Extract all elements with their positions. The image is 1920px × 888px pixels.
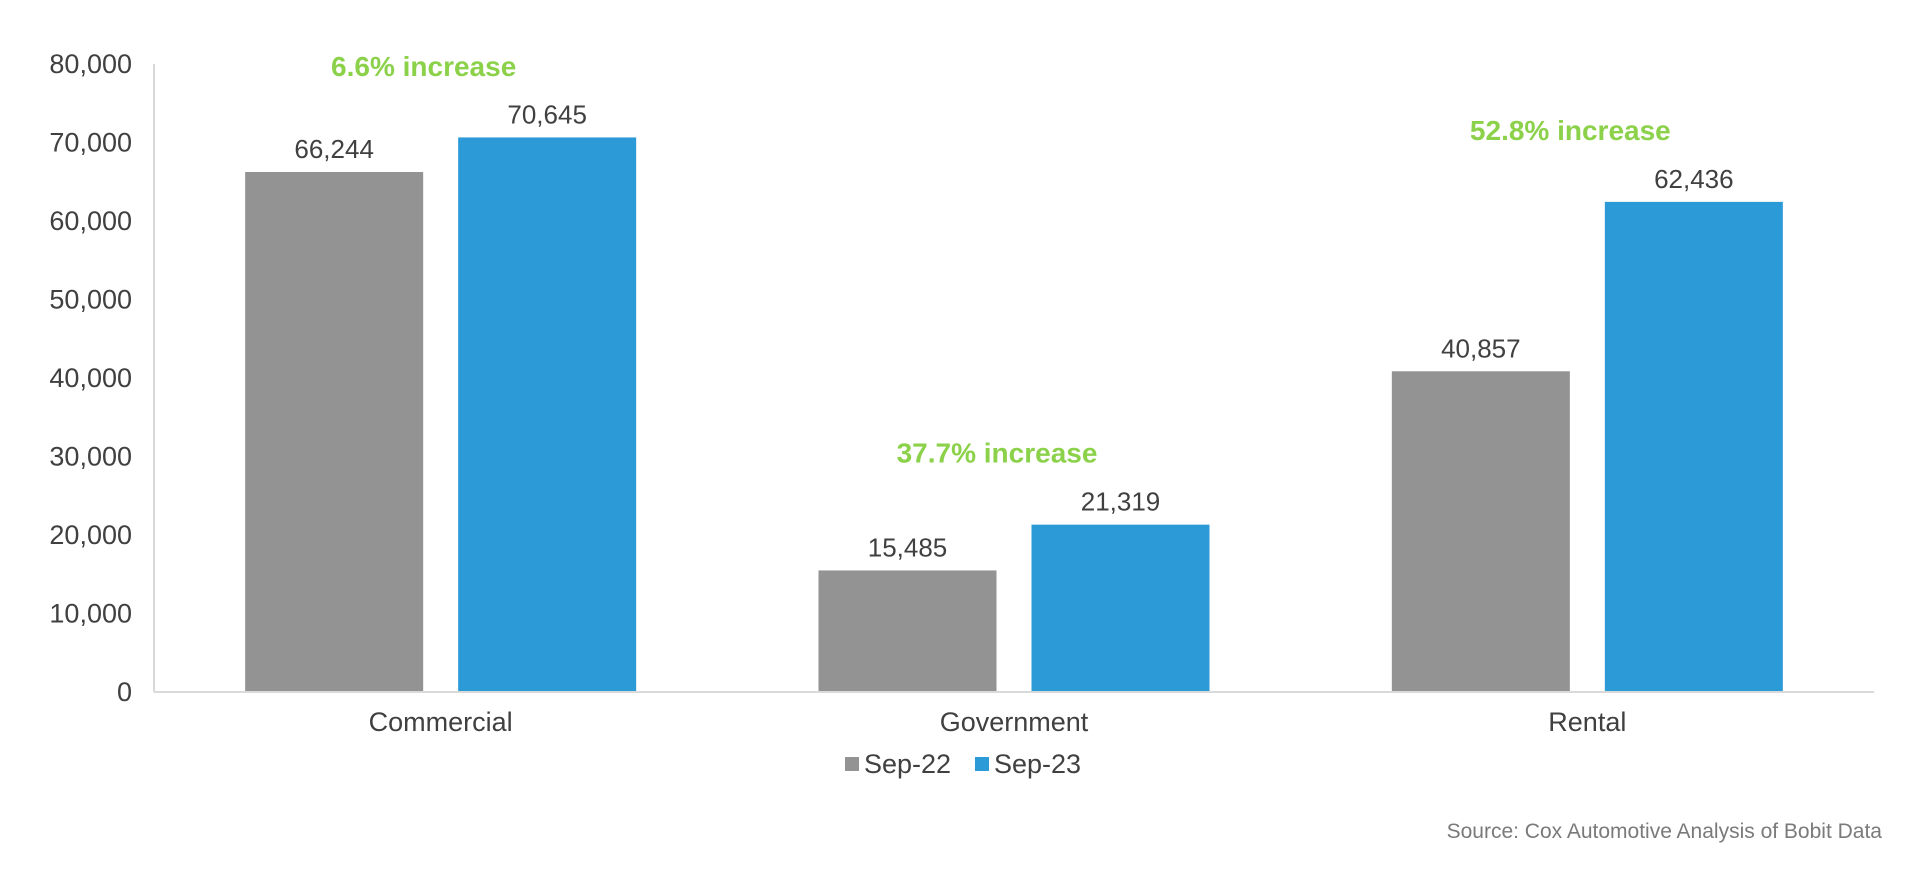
y-tick-label: 50,000: [49, 285, 132, 315]
y-tick-label: 60,000: [49, 206, 132, 236]
bar-sep-22-rental: [1391, 371, 1570, 692]
legend-swatch-sep-22: [845, 757, 859, 771]
increase-annotation: 37.7% increase: [897, 438, 1098, 469]
data-label: 70,645: [507, 99, 587, 129]
source-note: Source: Cox Automotive Analysis of Bobit…: [1447, 820, 1883, 843]
data-label: 62,436: [1654, 164, 1734, 194]
bar-sep-23-commercial: [458, 137, 637, 692]
bars: [245, 137, 1783, 693]
bar-sep-22-government: [818, 570, 997, 692]
data-label: 40,857: [1441, 333, 1521, 363]
y-tick-label: 20,000: [49, 520, 132, 550]
y-tick-label: 70,000: [49, 128, 132, 158]
x-tick-label: Commercial: [369, 707, 513, 737]
y-tick-label: 30,000: [49, 442, 132, 472]
legend: Sep-22 Sep-23: [845, 749, 1081, 779]
increase-annotation: 52.8% increase: [1470, 115, 1671, 146]
bar-sep-23-rental: [1604, 201, 1783, 693]
legend-swatch-sep-23: [975, 757, 989, 771]
y-tick-label: 80,000: [49, 49, 132, 79]
bar-sep-23-government: [1031, 524, 1210, 692]
x-tick-label: Rental: [1548, 707, 1626, 737]
y-tick-label: 40,000: [49, 363, 132, 393]
data-label: 66,244: [294, 134, 374, 164]
increase-annotation: 6.6% increase: [331, 51, 516, 82]
x-tick-label: Government: [940, 707, 1089, 737]
legend-label: Sep-22: [864, 749, 951, 779]
y-tick-label: 0: [117, 677, 132, 707]
y-tick-label: 10,000: [49, 599, 132, 629]
data-labels: 66,244 70,645 15,485 21,319 40,857 62,436: [294, 99, 1733, 562]
x-axis: Commercial Government Rental: [154, 691, 1874, 737]
y-axis: 0 10,000 20,000 30,000 40,000 50,000 60,000 70,…: [49, 49, 155, 707]
bar-sep-22-commercial: [245, 171, 424, 692]
data-label: 15,485: [868, 532, 948, 562]
annotations: 6.6% increase 37.7% increase 52.8% increas…: [331, 51, 1671, 469]
legend-label: Sep-23: [994, 749, 1081, 779]
data-label: 21,319: [1081, 487, 1161, 517]
